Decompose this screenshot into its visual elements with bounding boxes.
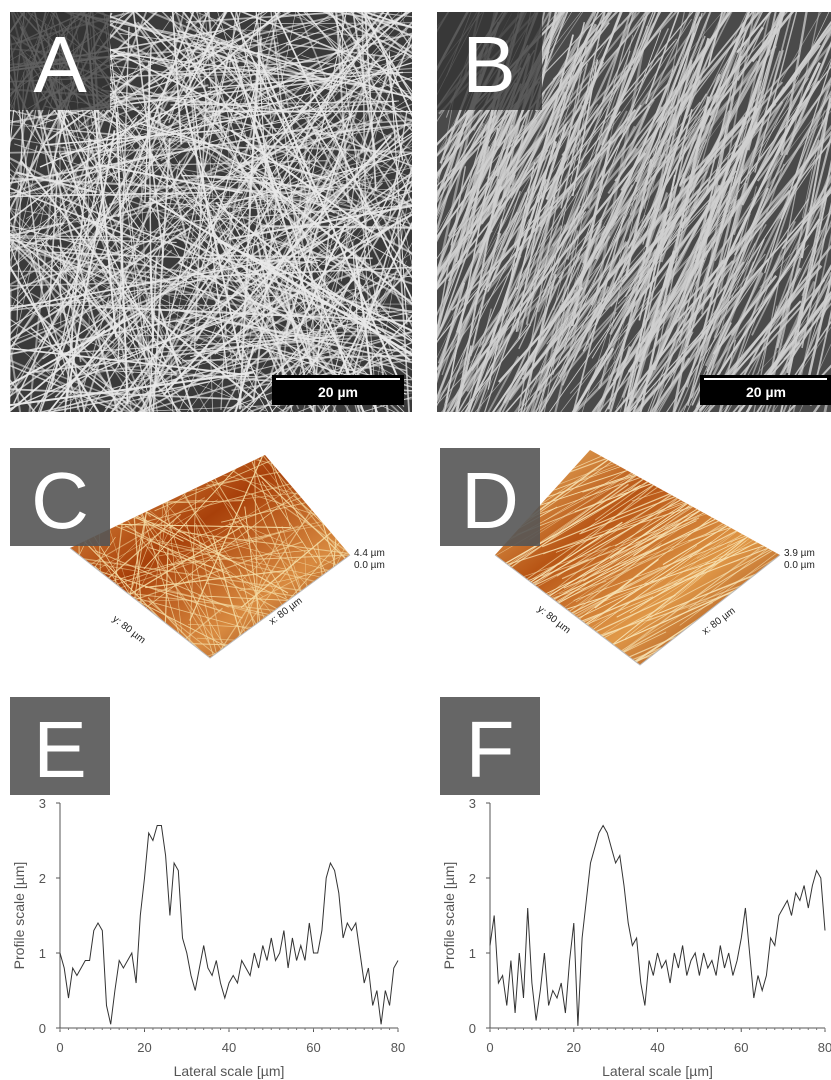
- z-max: 3.9 µm: [784, 548, 815, 559]
- fiber: [628, 424, 716, 491]
- y-tick-label: 0: [39, 1021, 46, 1036]
- z-max: 4.4 µm: [354, 548, 385, 559]
- panel-label: C: [31, 456, 89, 545]
- fiber: [722, 591, 809, 650]
- fiber: [206, 445, 420, 486]
- fiber: [657, 630, 831, 695]
- fiber: [688, 452, 798, 535]
- fiber: [197, 638, 438, 649]
- panel-label: E: [33, 705, 86, 794]
- fiber: [469, 584, 586, 653]
- x-tick-label: 60: [306, 1040, 320, 1055]
- x-axis-title: Lateral scale [µm]: [602, 1063, 713, 1079]
- fiber: [716, 595, 829, 667]
- panel-label: F: [466, 705, 515, 794]
- y-tick-label: 2: [39, 871, 46, 886]
- y-axis-title: Profile scale [µm]: [11, 862, 27, 970]
- y-tick-label: 3: [469, 796, 476, 811]
- fiber: [617, 414, 742, 496]
- fiber: [158, 414, 193, 497]
- x-axis-title: Lateral scale [µm]: [174, 1063, 285, 1079]
- x-tick-label: 40: [222, 1040, 236, 1055]
- fiber: [3, 629, 187, 664]
- fiber: [706, 485, 785, 535]
- panel-label: B: [462, 20, 515, 109]
- x-tick-label: 40: [650, 1040, 664, 1055]
- scale-text: 20 µm: [318, 384, 358, 400]
- fiber: [83, 560, 87, 668]
- figure: A B 20 µm 20 µm C D 4.4 µm 0.0 µm y: 80 …: [0, 0, 831, 1080]
- y-axis-label: y: 80 µm: [110, 614, 147, 646]
- profile-line: [490, 826, 825, 1026]
- y-tick-label: 1: [39, 946, 46, 961]
- y-tick-label: 2: [469, 871, 476, 886]
- fiber: [728, 460, 805, 505]
- fiber: [115, 449, 274, 461]
- fiber: [499, 636, 582, 664]
- z-min: 0.0 µm: [784, 560, 815, 571]
- fibers: [352, 353, 831, 765]
- fiber: [697, 592, 831, 703]
- panel-label: D: [461, 456, 519, 545]
- x-tick-label: 0: [486, 1040, 493, 1055]
- y-axis-title: Profile scale [µm]: [441, 862, 457, 970]
- fiber: [706, 454, 805, 489]
- panel-label: A: [33, 20, 87, 109]
- fiber: [43, 589, 139, 714]
- fiber: [727, 464, 831, 546]
- y-tick-label: 0: [469, 1021, 476, 1036]
- y-tick-label: 3: [39, 796, 46, 811]
- x-tick-label: 20: [137, 1040, 151, 1055]
- x-tick-label: 20: [567, 1040, 581, 1055]
- fiber: [468, 625, 553, 683]
- scale-text: 20 µm: [746, 384, 786, 400]
- fiber: [483, 588, 607, 666]
- fiber: [704, 459, 783, 503]
- x-tick-label: 0: [56, 1040, 63, 1055]
- fiber: [734, 626, 823, 685]
- x-tick-label: 80: [818, 1040, 831, 1055]
- x-tick-label: 80: [391, 1040, 405, 1055]
- y-tick-label: 1: [469, 946, 476, 961]
- z-min: 0.0 µm: [354, 560, 385, 571]
- profile-line: [60, 826, 398, 1025]
- x-tick-label: 60: [734, 1040, 748, 1055]
